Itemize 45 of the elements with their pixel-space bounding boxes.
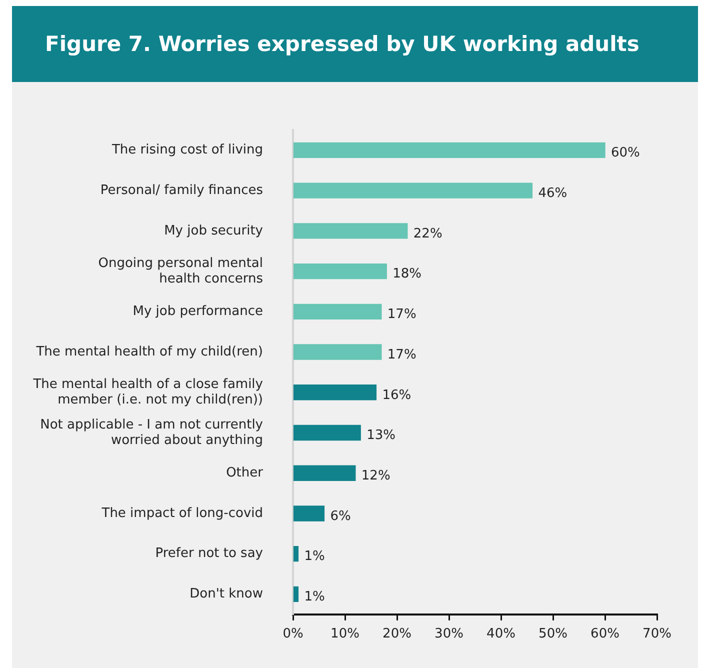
x-tick-label: 30% [434, 626, 464, 642]
bar [293, 223, 408, 239]
bar [293, 142, 606, 158]
data-label: 6% [330, 508, 351, 524]
bar [293, 182, 533, 198]
bar [293, 304, 382, 320]
bar [293, 506, 325, 522]
y-tick-label: My job security [164, 223, 264, 238]
data-label: 60% [611, 146, 640, 161]
x-tick-label: 60% [590, 626, 620, 642]
x-tick-label: 40% [486, 626, 516, 642]
bar [293, 546, 299, 562]
y-tick-label: Prefer not to say [155, 546, 264, 562]
y-tick-label: Other [226, 465, 264, 480]
data-label: 17% [387, 307, 416, 322]
x-tick-label: 50% [538, 626, 568, 642]
y-tick-label: The mental health of my child(ren) [35, 344, 263, 360]
data-label: 17% [387, 347, 416, 362]
data-label: 13% [366, 428, 396, 444]
bar [293, 586, 299, 602]
bar [293, 465, 356, 481]
data-label: 1% [304, 590, 325, 605]
bar [293, 263, 387, 280]
x-tick-label: 0% [282, 626, 304, 642]
data-label: 16% [382, 388, 412, 403]
x-tick-label: 20% [382, 626, 412, 642]
bar [293, 344, 382, 360]
x-tick-label: 10% [330, 626, 360, 642]
y-tick-label: Ongoing personal mental health concerns [98, 256, 264, 286]
y-tick-label: The impact of long-covid [100, 506, 263, 521]
y-tick-label: My job performance [132, 304, 263, 320]
y-tick-label: Personal/ family finances [100, 182, 264, 198]
bar [293, 384, 377, 400]
y-tick-label: Don't know [190, 586, 264, 602]
data-label: 18% [392, 266, 422, 282]
data-label: 12% [361, 468, 390, 484]
chart-title: Figure 7. Worries expressed by UK working adults [12, 6, 698, 82]
y-tick-label: The rising cost of living [110, 142, 263, 158]
data-label: 22% [413, 226, 442, 242]
y-tick-label: Not applicable - I am not currently worried about anything [40, 417, 264, 448]
data-label: 46% [538, 186, 568, 201]
bar [293, 424, 361, 441]
x-tick-label: 70% [642, 626, 672, 642]
data-label: 1% [304, 549, 325, 564]
y-tick-label: The mental health of a close family member (i.e. not my child(ren)) [32, 376, 264, 408]
